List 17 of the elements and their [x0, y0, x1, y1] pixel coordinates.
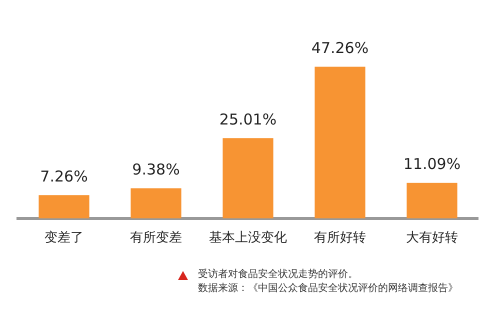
x-tick-label: 有所变差: [130, 230, 182, 246]
bar: [38, 195, 90, 218]
bar: [130, 188, 182, 218]
data-label: 11.09%: [403, 155, 461, 174]
text: 受访者对食品安全状况走势的评价。: [198, 268, 358, 282]
bar: [314, 66, 366, 218]
x-tick-label: 有所好转: [314, 230, 366, 246]
x-tick-label: 大有好转: [406, 230, 458, 246]
bar: [406, 182, 458, 218]
data-label: 25.01%: [219, 110, 277, 129]
source-note: 数据来源：《中国公众食品安全状况评价的网络调查报告》: [198, 282, 458, 296]
bar: [222, 138, 274, 218]
data-label: 9.38%: [132, 160, 180, 179]
x-tick-label: 基本上没变化: [209, 230, 287, 246]
data-label: 7.26%: [40, 168, 88, 186]
x-tick-label: 变差了: [44, 230, 84, 246]
data-label: 47.26%: [311, 39, 369, 58]
